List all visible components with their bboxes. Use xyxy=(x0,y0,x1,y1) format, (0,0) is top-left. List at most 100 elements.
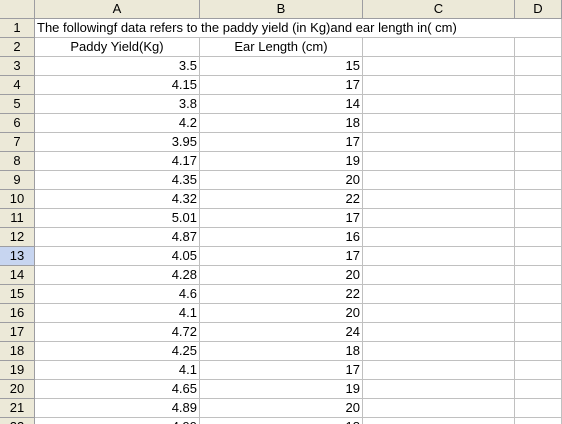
empty-cell-d[interactable] xyxy=(515,114,562,133)
ear-length-cell[interactable]: 20 xyxy=(200,304,363,323)
empty-cell-d[interactable] xyxy=(515,190,562,209)
ear-length-cell[interactable]: 19 xyxy=(200,380,363,399)
row-header[interactable]: 8 xyxy=(0,152,35,171)
row-header[interactable]: 10 xyxy=(0,190,35,209)
column-header-a[interactable]: A xyxy=(35,0,200,19)
column-header-c[interactable]: C xyxy=(363,0,515,19)
empty-cell-c[interactable] xyxy=(363,57,515,76)
paddy-yield-cell[interactable]: 3.8 xyxy=(35,95,200,114)
empty-cell-c[interactable] xyxy=(363,152,515,171)
paddy-yield-cell[interactable]: 4.32 xyxy=(35,190,200,209)
cell-c2[interactable] xyxy=(363,38,515,57)
row-header[interactable]: 3 xyxy=(0,57,35,76)
paddy-yield-cell[interactable]: 4.2 xyxy=(35,114,200,133)
ear-length-cell[interactable]: 20 xyxy=(200,171,363,190)
row-header[interactable]: 17 xyxy=(0,323,35,342)
empty-cell-d[interactable] xyxy=(515,228,562,247)
row-header[interactable]: 16 xyxy=(0,304,35,323)
ear-length-cell[interactable]: 19 xyxy=(200,152,363,171)
empty-cell-c[interactable] xyxy=(363,361,515,380)
ear-length-cell[interactable]: 20 xyxy=(200,399,363,418)
paddy-yield-cell[interactable]: 4.05 xyxy=(35,247,200,266)
row-header[interactable]: 22 xyxy=(0,418,35,424)
paddy-yield-cell[interactable]: 4.6 xyxy=(35,285,200,304)
empty-cell-c[interactable] xyxy=(363,380,515,399)
empty-cell-d[interactable] xyxy=(515,133,562,152)
row-header[interactable]: 14 xyxy=(0,266,35,285)
paddy-yield-cell[interactable]: 4.35 xyxy=(35,171,200,190)
row-header[interactable]: 12 xyxy=(0,228,35,247)
ear-length-cell[interactable]: 17 xyxy=(200,247,363,266)
row-header[interactable]: 20 xyxy=(0,380,35,399)
ear-length-cell[interactable]: 14 xyxy=(200,95,363,114)
empty-cell-c[interactable] xyxy=(363,323,515,342)
empty-cell-c[interactable] xyxy=(363,133,515,152)
cell-b1[interactable] xyxy=(200,19,363,38)
empty-cell-d[interactable] xyxy=(515,304,562,323)
ear-length-cell[interactable]: 20 xyxy=(200,266,363,285)
select-all-corner[interactable] xyxy=(0,0,35,19)
empty-cell-c[interactable] xyxy=(363,266,515,285)
empty-cell-c[interactable] xyxy=(363,114,515,133)
empty-cell-c[interactable] xyxy=(363,247,515,266)
row-header[interactable]: 13 xyxy=(0,247,35,266)
paddy-yield-cell[interactable]: 4.99 xyxy=(35,418,200,424)
column-header-b[interactable]: B xyxy=(200,0,363,19)
empty-cell-c[interactable] xyxy=(363,209,515,228)
row-header[interactable]: 9 xyxy=(0,171,35,190)
paddy-yield-cell[interactable]: 3.5 xyxy=(35,57,200,76)
paddy-yield-cell[interactable]: 5.01 xyxy=(35,209,200,228)
ear-length-cell[interactable]: 18 xyxy=(200,418,363,424)
title-cell[interactable]: The followingf data refers to the paddy … xyxy=(35,19,457,38)
ear-length-cell[interactable]: 17 xyxy=(200,209,363,228)
ear-length-cell[interactable]: 22 xyxy=(200,190,363,209)
empty-cell-c[interactable] xyxy=(363,304,515,323)
row-header[interactable]: 11 xyxy=(0,209,35,228)
empty-cell-d[interactable] xyxy=(515,418,562,424)
ear-length-cell[interactable]: 17 xyxy=(200,76,363,95)
empty-cell-d[interactable] xyxy=(515,266,562,285)
paddy-yield-cell[interactable]: 4.25 xyxy=(35,342,200,361)
paddy-yield-cell[interactable]: 4.1 xyxy=(35,361,200,380)
empty-cell-d[interactable] xyxy=(515,323,562,342)
empty-cell-d[interactable] xyxy=(515,152,562,171)
row-header[interactable]: 19 xyxy=(0,361,35,380)
empty-cell-d[interactable] xyxy=(515,95,562,114)
paddy-yield-cell[interactable]: 4.87 xyxy=(35,228,200,247)
row-header[interactable]: 1 xyxy=(0,19,35,38)
ear-length-cell[interactable]: 15 xyxy=(200,57,363,76)
row-header[interactable]: 15 xyxy=(0,285,35,304)
paddy-yield-cell[interactable]: 4.17 xyxy=(35,152,200,171)
paddy-yield-cell[interactable]: 4.65 xyxy=(35,380,200,399)
empty-cell-c[interactable] xyxy=(363,171,515,190)
row-header[interactable]: 6 xyxy=(0,114,35,133)
empty-cell-d[interactable] xyxy=(515,361,562,380)
cell-d2[interactable] xyxy=(515,38,562,57)
paddy-yield-cell[interactable]: 4.15 xyxy=(35,76,200,95)
paddy-yield-cell[interactable]: 4.28 xyxy=(35,266,200,285)
ear-length-cell[interactable]: 16 xyxy=(200,228,363,247)
empty-cell-c[interactable] xyxy=(363,342,515,361)
row-header[interactable]: 7 xyxy=(0,133,35,152)
ear-length-cell[interactable]: 17 xyxy=(200,133,363,152)
empty-cell-d[interactable] xyxy=(515,171,562,190)
row-header[interactable]: 5 xyxy=(0,95,35,114)
paddy-yield-cell[interactable]: 4.89 xyxy=(35,399,200,418)
ear-length-cell[interactable]: 24 xyxy=(200,323,363,342)
empty-cell-d[interactable] xyxy=(515,380,562,399)
cell-d1[interactable] xyxy=(515,19,562,38)
ear-length-header-cell[interactable]: Ear Length (cm) xyxy=(200,38,363,57)
empty-cell-d[interactable] xyxy=(515,285,562,304)
empty-cell-d[interactable] xyxy=(515,76,562,95)
ear-length-cell[interactable]: 18 xyxy=(200,342,363,361)
empty-cell-d[interactable] xyxy=(515,399,562,418)
empty-cell-d[interactable] xyxy=(515,247,562,266)
ear-length-cell[interactable]: 18 xyxy=(200,114,363,133)
empty-cell-d[interactable] xyxy=(515,57,562,76)
paddy-yield-cell[interactable]: 4.1 xyxy=(35,304,200,323)
empty-cell-c[interactable] xyxy=(363,190,515,209)
empty-cell-d[interactable] xyxy=(515,209,562,228)
row-header[interactable]: 2 xyxy=(0,38,35,57)
paddy-yield-cell[interactable]: 3.95 xyxy=(35,133,200,152)
paddy-yield-header-cell[interactable]: Paddy Yield(Kg) xyxy=(35,38,200,57)
